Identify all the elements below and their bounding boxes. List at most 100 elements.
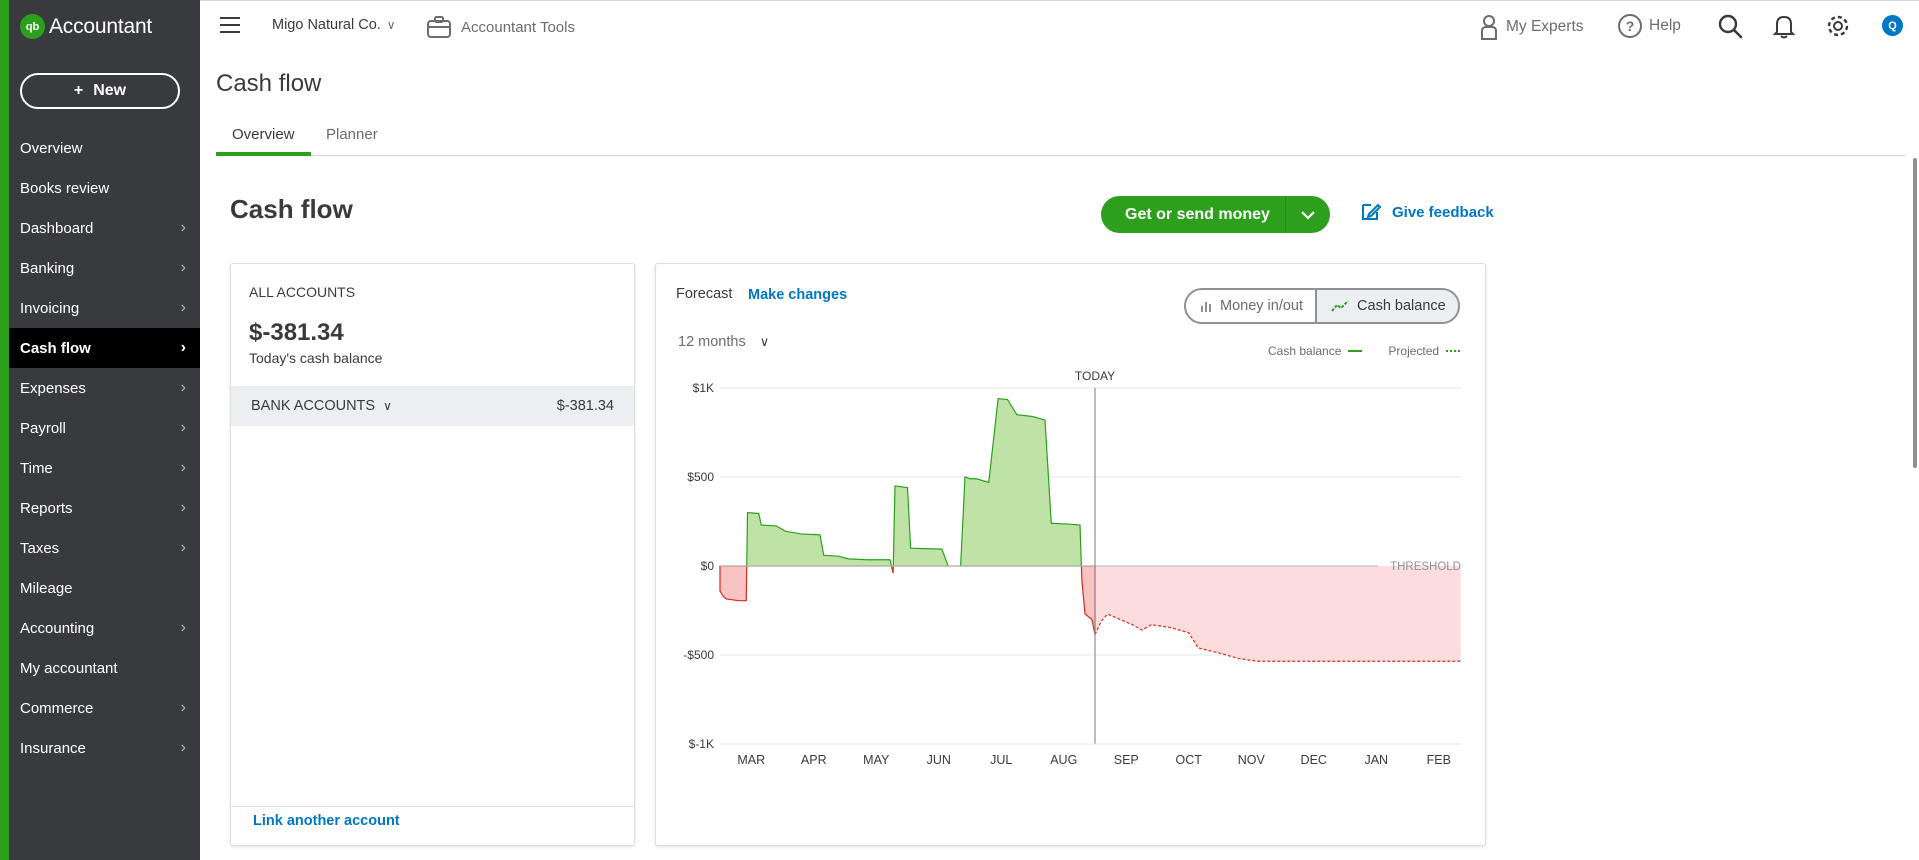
new-button[interactable]: + New <box>20 73 180 109</box>
projected-line <box>1094 613 1461 662</box>
sidebar-item-insurance[interactable]: Insurance › <box>9 728 200 768</box>
plus-icon: + <box>73 82 84 99</box>
chevron-right-icon: › <box>180 459 186 476</box>
sidebar-item-time[interactable]: Time › <box>9 448 200 488</box>
help-label: Help <box>1649 17 1681 34</box>
sidebar-item-mileage[interactable]: Mileage <box>9 568 200 608</box>
sidebar-item-reports[interactable]: Reports › <box>9 488 200 528</box>
sidebar-item-dashboard[interactable]: Dashboard › <box>9 208 200 248</box>
sidebar-item-label: Expenses <box>20 379 86 397</box>
today-label: TODAY <box>1075 369 1115 383</box>
top-bar: Migo Natural Co. ∨ Accountant Tools My Ex… <box>200 0 1919 50</box>
avatar[interactable]: Q <box>1882 15 1903 36</box>
money-in-out-toggle[interactable]: Money in/out <box>1186 290 1315 322</box>
bank-accounts-row[interactable]: BANK ACCOUNTS ∨ $-381.34 <box>231 386 634 426</box>
projected-area <box>1095 566 1461 662</box>
get-or-send-money-button[interactable]: Get or send money <box>1101 196 1330 233</box>
sidebar-item-banking[interactable]: Banking › <box>9 248 200 288</box>
sidebar-item-label: Invoicing <box>20 299 80 317</box>
sidebar-item-label: Overview <box>20 139 83 157</box>
threshold-label: THRESHOLD <box>1390 561 1461 573</box>
get-or-send-money-label: Get or send money <box>1125 205 1270 223</box>
my-experts-button[interactable]: My Experts <box>1480 14 1584 40</box>
forecast-card: $1K $500 $0 -$500 $-1K THRESHOLD TODAY MAR APR MA… <box>655 263 1486 846</box>
accounts-heading: ALL ACCOUNTS <box>249 284 356 300</box>
sidebar-item-label: Dashboard <box>20 219 94 237</box>
sidebar-item-label: Banking <box>20 259 75 277</box>
sidebar-item-payroll[interactable]: Payroll › <box>9 408 200 448</box>
quickbooks-logo-icon: qb <box>20 14 45 39</box>
sidebar-item-books-review[interactable]: Books review <box>9 168 200 208</box>
view-toggle: Money in/out Cash balance <box>1184 288 1460 324</box>
chart-legend: Cash balance Projected <box>1268 344 1461 358</box>
chevron-right-icon: › <box>180 539 186 556</box>
x-tick-label: AUG <box>1050 753 1077 767</box>
page-scrollbar[interactable] <box>1913 158 1917 468</box>
brand[interactable]: qb Accountant <box>20 14 152 39</box>
help-button[interactable]: ? Help <box>1618 14 1681 38</box>
cash-balance-label: Cash balance <box>1357 298 1446 314</box>
menu-icon[interactable] <box>220 17 240 38</box>
sidebar-item-label: My accountant <box>20 659 118 677</box>
chevron-right-icon: › <box>180 419 186 436</box>
page-title: Cash flow <box>216 70 322 97</box>
legend-cash-balance: Cash balance <box>1268 344 1342 358</box>
tab-bar: Overview Planner <box>216 124 1906 156</box>
company-name: Migo Natural Co. <box>272 17 381 33</box>
x-tick-label: JUN <box>927 753 951 767</box>
feedback-icon <box>1362 203 1382 220</box>
period-select[interactable]: 12 months ∨ <box>678 334 769 350</box>
sidebar-item-label: Taxes <box>20 539 60 557</box>
new-label: New <box>93 82 127 99</box>
sidebar-item-label: Mileage <box>20 579 73 597</box>
sidebar-item-accounting[interactable]: Accounting › <box>9 608 200 648</box>
chevron-down-icon[interactable] <box>1286 210 1330 220</box>
make-changes-link[interactable]: Make changes <box>748 287 848 303</box>
x-tick-label: SEP <box>1114 753 1139 767</box>
give-feedback-label: Give feedback <box>1392 203 1494 221</box>
x-tick-label: NOV <box>1238 753 1266 767</box>
tab-planner[interactable]: Planner <box>326 126 378 143</box>
legend-solid-swatch <box>1348 350 1363 352</box>
sidebar-item-label: Reports <box>20 499 73 517</box>
company-switcher[interactable]: Migo Natural Co. ∨ <box>272 17 396 33</box>
sidebar-item-expenses[interactable]: Expenses › <box>9 368 200 408</box>
accountant-tools-label: Accountant Tools <box>461 18 575 36</box>
x-tick-label: OCT <box>1176 753 1203 767</box>
legend-projected: Projected <box>1388 344 1440 358</box>
tab-overview[interactable]: Overview <box>216 126 311 156</box>
bell-icon[interactable] <box>1771 13 1797 39</box>
section-title: Cash flow <box>230 194 353 224</box>
accountant-tools-button[interactable]: Accountant Tools <box>426 15 575 39</box>
bank-accounts-value: $-381.34 <box>556 398 614 414</box>
sidebar-item-label: Commerce <box>20 699 94 717</box>
sidebar-item-taxes[interactable]: Taxes › <box>9 528 200 568</box>
chevron-right-icon: › <box>180 699 186 716</box>
search-icon[interactable] <box>1717 13 1743 39</box>
sidebar-item-overview[interactable]: Overview <box>9 128 200 168</box>
chevron-down-icon: ∨ <box>383 399 392 413</box>
chevron-right-icon: › <box>180 499 186 516</box>
cash-balance-chart: $1K $500 $0 -$500 $-1K THRESHOLD TODAY MAR APR MA… <box>683 369 1461 767</box>
x-tick-label: JUL <box>990 753 1012 767</box>
cash-balance-value: $-381.34 <box>249 319 344 346</box>
gear-icon[interactable] <box>1825 13 1851 39</box>
period-value: 12 months <box>678 334 746 350</box>
sidebar-item-invoicing[interactable]: Invoicing › <box>9 288 200 328</box>
chevron-right-icon: › <box>180 299 186 316</box>
chevron-down-icon: ∨ <box>759 334 770 349</box>
sidebar-item-cash-flow[interactable]: Cash flow › <box>9 328 200 368</box>
y-tick-label: $500 <box>687 470 714 484</box>
line-chart-icon <box>1331 300 1349 312</box>
sidebar-item-my-accountant[interactable]: My accountant <box>9 648 200 688</box>
cash-balance-toggle[interactable]: Cash balance <box>1315 290 1458 322</box>
accounts-card: ALL ACCOUNTS $-381.34 Today's cash balan… <box>230 263 635 846</box>
give-feedback-link[interactable]: Give feedback <box>1360 202 1494 222</box>
link-another-account-link[interactable]: Link another account <box>253 813 400 829</box>
left-nav: qb Accountant + New Overview Books review… <box>0 0 200 860</box>
person-icon <box>1481 15 1497 40</box>
chevron-down-icon: ∨ <box>386 18 396 32</box>
sidebar-item-commerce[interactable]: Commerce › <box>9 688 200 728</box>
x-tick-label: DEC <box>1301 753 1327 767</box>
button-divider <box>1285 196 1286 233</box>
